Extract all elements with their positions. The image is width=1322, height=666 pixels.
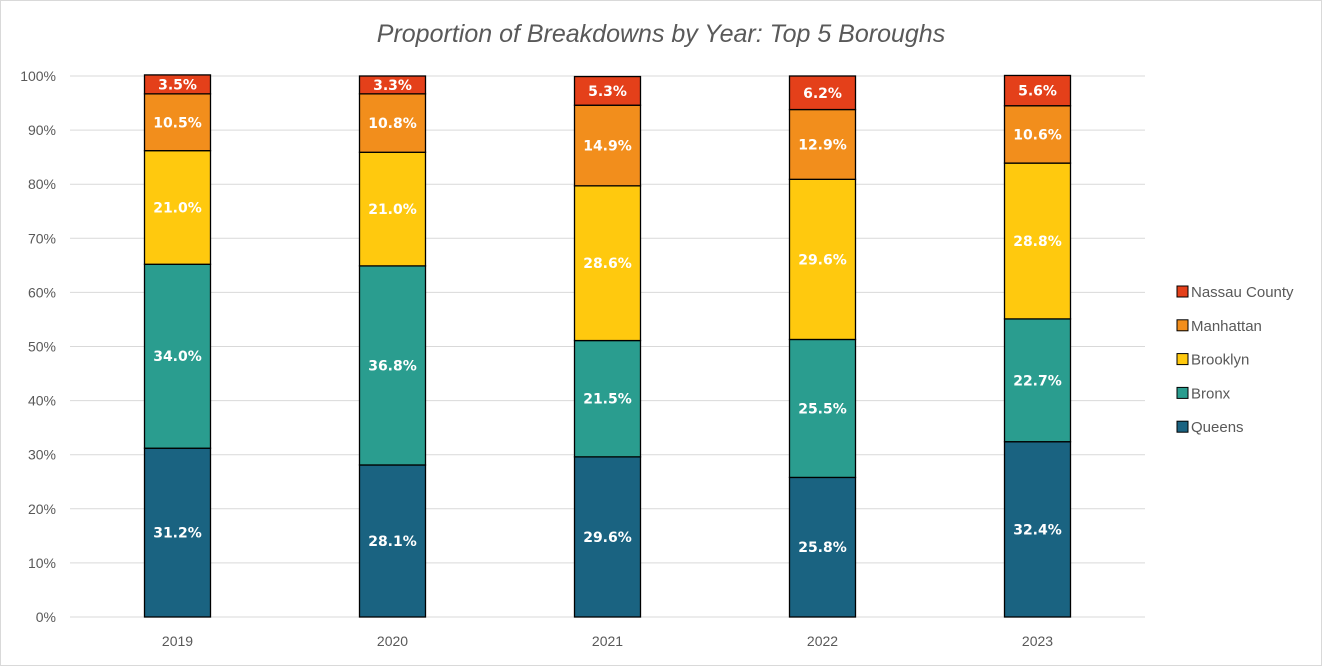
bar-segment-queens [143, 447, 212, 618]
y-tick-label: 60% [28, 284, 56, 300]
bar-segment-manhattan [788, 108, 857, 180]
x-tick-label: 2022 [807, 633, 838, 649]
legend-swatch [1176, 285, 1189, 298]
bar-segment-bronx [1003, 318, 1072, 443]
y-tick-label: 50% [28, 339, 56, 355]
data-label: 34.0% [153, 349, 202, 365]
data-label: 14.9% [583, 139, 632, 155]
bar-segment-nassau-county [1003, 74, 1072, 107]
data-label: 21.5% [583, 392, 632, 408]
data-label: 25.8% [798, 540, 847, 556]
legend-swatch [1176, 420, 1189, 433]
data-label: 25.5% [798, 401, 847, 417]
y-tick-label: 30% [28, 447, 56, 463]
legend-label: Brooklyn [1191, 352, 1249, 369]
legend-swatch [1176, 319, 1189, 332]
data-label: 6.2% [803, 86, 842, 102]
chart-title: Proportion of Breakdowns by Year: Top 5 … [377, 20, 945, 48]
legend: Nassau County Manhattan Brooklyn Bronx Queen… [1176, 284, 1294, 436]
data-label: 22.7% [1013, 373, 1062, 389]
bar-segment-nassau-county [573, 75, 642, 106]
y-tick-label: 20% [28, 501, 56, 517]
data-label: 10.5% [153, 115, 202, 131]
y-tick-label: 90% [28, 122, 56, 138]
bar-segment-nassau-county [358, 75, 427, 95]
bar-segment-nassau-county [788, 75, 857, 111]
bar-segment-brooklyn [573, 185, 642, 342]
data-label: 10.8% [368, 116, 417, 132]
data-label: 28.8% [1013, 234, 1062, 250]
y-tick-label: 40% [28, 393, 56, 409]
data-labels: 31.2% 34.0% 21.0% 10.5% 3.5% 28.1% 36.8% 21.0% 1… [153, 77, 1062, 556]
x-axis-ticks: 2019 2020 2021 2022 2023 [162, 633, 1053, 649]
x-tick-label: 2023 [1022, 633, 1053, 649]
data-label: 32.4% [1013, 522, 1062, 538]
bar-segment-manhattan [573, 104, 642, 187]
legend-swatch [1176, 353, 1189, 366]
data-label: 3.5% [158, 77, 197, 93]
bar-segment-brooklyn [788, 178, 857, 341]
data-label: 3.3% [373, 78, 412, 94]
y-tick-label: 100% [20, 68, 56, 84]
data-label: 28.1% [368, 534, 417, 550]
data-label: 29.6% [798, 252, 847, 268]
bar-segment-brooklyn [143, 150, 212, 265]
data-label: 28.6% [583, 256, 632, 272]
y-tick-label: 80% [28, 176, 56, 192]
legend-label: Queens [1191, 419, 1244, 436]
x-tick-label: 2019 [162, 633, 193, 649]
data-label: 21.0% [153, 200, 202, 216]
y-tick-label: 10% [28, 555, 56, 571]
data-label: 21.0% [368, 202, 417, 218]
data-label: 29.6% [583, 530, 632, 546]
x-tick-label: 2020 [377, 633, 408, 649]
data-label: 31.2% [153, 526, 202, 542]
bar-segment-brooklyn [1003, 162, 1072, 320]
bar-segment-manhattan [358, 93, 427, 153]
legend-label: Nassau County [1191, 284, 1294, 301]
bar-segment-bronx [358, 265, 427, 466]
bar-segment-queens [573, 456, 642, 618]
y-axis-ticks: 0% 10% 20% 30% 40% 50% 60% 70% 80% 90% 100% [20, 68, 56, 625]
bar-segment-nassau-county [143, 74, 212, 95]
data-label: 5.3% [588, 84, 627, 100]
bar-segment-manhattan [143, 93, 212, 152]
x-tick-label: 2021 [592, 633, 623, 649]
bar-segment-bronx [143, 263, 212, 449]
data-label: 36.8% [368, 358, 417, 374]
bar-segment-brooklyn [358, 151, 427, 267]
data-label: 12.9% [798, 137, 847, 153]
legend-swatch [1176, 386, 1189, 399]
bars [143, 74, 1072, 618]
bar-segment-queens [788, 476, 857, 618]
data-label: 5.6% [1018, 84, 1057, 100]
data-label: 10.6% [1013, 127, 1062, 143]
y-tick-label: 0% [36, 609, 56, 625]
y-tick-label: 70% [28, 230, 56, 246]
bar-segment-manhattan [1003, 105, 1072, 164]
bar-segment-bronx [788, 338, 857, 479]
legend-label: Bronx [1191, 385, 1231, 402]
bar-segment-queens [358, 464, 427, 618]
legend-label: Manhattan [1191, 318, 1262, 335]
